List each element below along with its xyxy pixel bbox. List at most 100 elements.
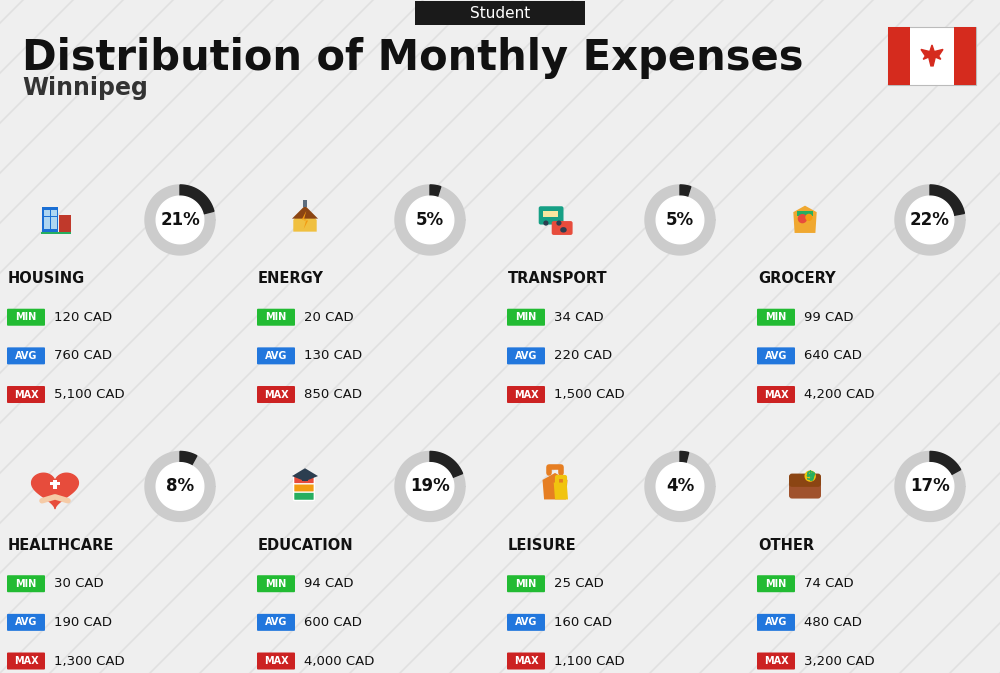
FancyBboxPatch shape: [42, 207, 58, 233]
FancyBboxPatch shape: [51, 217, 57, 223]
FancyBboxPatch shape: [507, 386, 545, 403]
FancyBboxPatch shape: [7, 575, 45, 592]
Text: 130 CAD: 130 CAD: [304, 349, 362, 362]
Polygon shape: [406, 462, 454, 510]
Text: 25 CAD: 25 CAD: [554, 577, 604, 590]
Text: 1,500 CAD: 1,500 CAD: [554, 388, 625, 401]
Text: 850 CAD: 850 CAD: [304, 388, 362, 401]
Text: AVG: AVG: [15, 351, 37, 361]
Text: 5%: 5%: [416, 211, 444, 229]
FancyBboxPatch shape: [507, 575, 545, 592]
Polygon shape: [32, 473, 78, 509]
FancyBboxPatch shape: [294, 474, 314, 484]
Text: 160 CAD: 160 CAD: [554, 616, 612, 629]
Text: 600 CAD: 600 CAD: [304, 616, 362, 629]
Polygon shape: [921, 45, 943, 66]
FancyBboxPatch shape: [507, 614, 545, 631]
Text: 17%: 17%: [910, 477, 950, 495]
FancyBboxPatch shape: [303, 201, 307, 207]
Text: MAX: MAX: [764, 656, 788, 666]
Circle shape: [798, 214, 807, 223]
FancyBboxPatch shape: [44, 217, 50, 223]
Text: 1,100 CAD: 1,100 CAD: [554, 655, 625, 668]
Circle shape: [562, 227, 567, 232]
FancyBboxPatch shape: [44, 211, 50, 217]
Text: HEALTHCARE: HEALTHCARE: [8, 538, 114, 553]
Polygon shape: [930, 185, 964, 215]
Polygon shape: [793, 206, 817, 233]
FancyBboxPatch shape: [257, 614, 295, 631]
Polygon shape: [292, 468, 318, 481]
Text: 4,000 CAD: 4,000 CAD: [304, 655, 374, 668]
FancyBboxPatch shape: [888, 27, 910, 85]
Text: Student: Student: [470, 5, 530, 20]
Polygon shape: [430, 185, 441, 197]
FancyBboxPatch shape: [789, 476, 821, 499]
Polygon shape: [906, 196, 954, 244]
Polygon shape: [292, 206, 318, 219]
Polygon shape: [180, 185, 214, 214]
FancyBboxPatch shape: [302, 473, 308, 481]
Text: 4,200 CAD: 4,200 CAD: [804, 388, 874, 401]
Text: $: $: [806, 470, 815, 483]
FancyBboxPatch shape: [44, 223, 50, 229]
Text: 99 CAD: 99 CAD: [804, 311, 854, 324]
Text: MIN: MIN: [515, 579, 537, 589]
FancyBboxPatch shape: [7, 347, 45, 364]
Text: LEISURE: LEISURE: [508, 538, 577, 553]
FancyBboxPatch shape: [543, 211, 558, 217]
FancyBboxPatch shape: [415, 1, 585, 25]
FancyBboxPatch shape: [294, 483, 314, 492]
Polygon shape: [145, 452, 215, 522]
Text: MAX: MAX: [14, 390, 38, 400]
Text: MIN: MIN: [265, 579, 287, 589]
Polygon shape: [645, 185, 715, 255]
Text: TRANSPORT: TRANSPORT: [508, 271, 608, 286]
Polygon shape: [930, 452, 961, 475]
Polygon shape: [895, 452, 965, 522]
Text: 8%: 8%: [166, 477, 194, 495]
Polygon shape: [302, 211, 308, 229]
Text: 5,100 CAD: 5,100 CAD: [54, 388, 125, 401]
Polygon shape: [645, 452, 715, 522]
Text: AVG: AVG: [515, 617, 537, 627]
Text: MIN: MIN: [765, 579, 787, 589]
FancyBboxPatch shape: [757, 309, 795, 326]
FancyBboxPatch shape: [757, 347, 795, 364]
FancyBboxPatch shape: [539, 206, 564, 225]
Text: 30 CAD: 30 CAD: [54, 577, 104, 590]
Text: 5%: 5%: [666, 211, 694, 229]
FancyBboxPatch shape: [50, 482, 60, 485]
Text: 190 CAD: 190 CAD: [54, 616, 112, 629]
Polygon shape: [543, 473, 567, 499]
FancyBboxPatch shape: [888, 27, 976, 85]
Text: 1,300 CAD: 1,300 CAD: [54, 655, 125, 668]
Circle shape: [804, 470, 816, 482]
Text: MAX: MAX: [264, 390, 288, 400]
Text: 640 CAD: 640 CAD: [804, 349, 862, 362]
Polygon shape: [406, 196, 454, 244]
Circle shape: [560, 227, 565, 232]
Polygon shape: [293, 208, 317, 232]
Text: 19%: 19%: [410, 477, 450, 495]
FancyBboxPatch shape: [507, 309, 545, 326]
FancyBboxPatch shape: [757, 614, 795, 631]
Text: 220 CAD: 220 CAD: [554, 349, 612, 362]
Text: 21%: 21%: [160, 211, 200, 229]
FancyBboxPatch shape: [7, 386, 45, 403]
FancyBboxPatch shape: [507, 347, 545, 364]
Polygon shape: [680, 452, 689, 464]
Text: 760 CAD: 760 CAD: [54, 349, 112, 362]
Text: AVG: AVG: [765, 351, 787, 361]
Text: MIN: MIN: [265, 312, 287, 322]
FancyBboxPatch shape: [7, 309, 45, 326]
Text: MIN: MIN: [15, 312, 37, 322]
FancyBboxPatch shape: [552, 221, 573, 235]
Text: AVG: AVG: [265, 617, 287, 627]
Polygon shape: [430, 452, 463, 478]
FancyBboxPatch shape: [507, 653, 545, 670]
FancyBboxPatch shape: [257, 347, 295, 364]
Polygon shape: [554, 483, 568, 499]
Text: 480 CAD: 480 CAD: [804, 616, 862, 629]
Polygon shape: [395, 452, 465, 522]
